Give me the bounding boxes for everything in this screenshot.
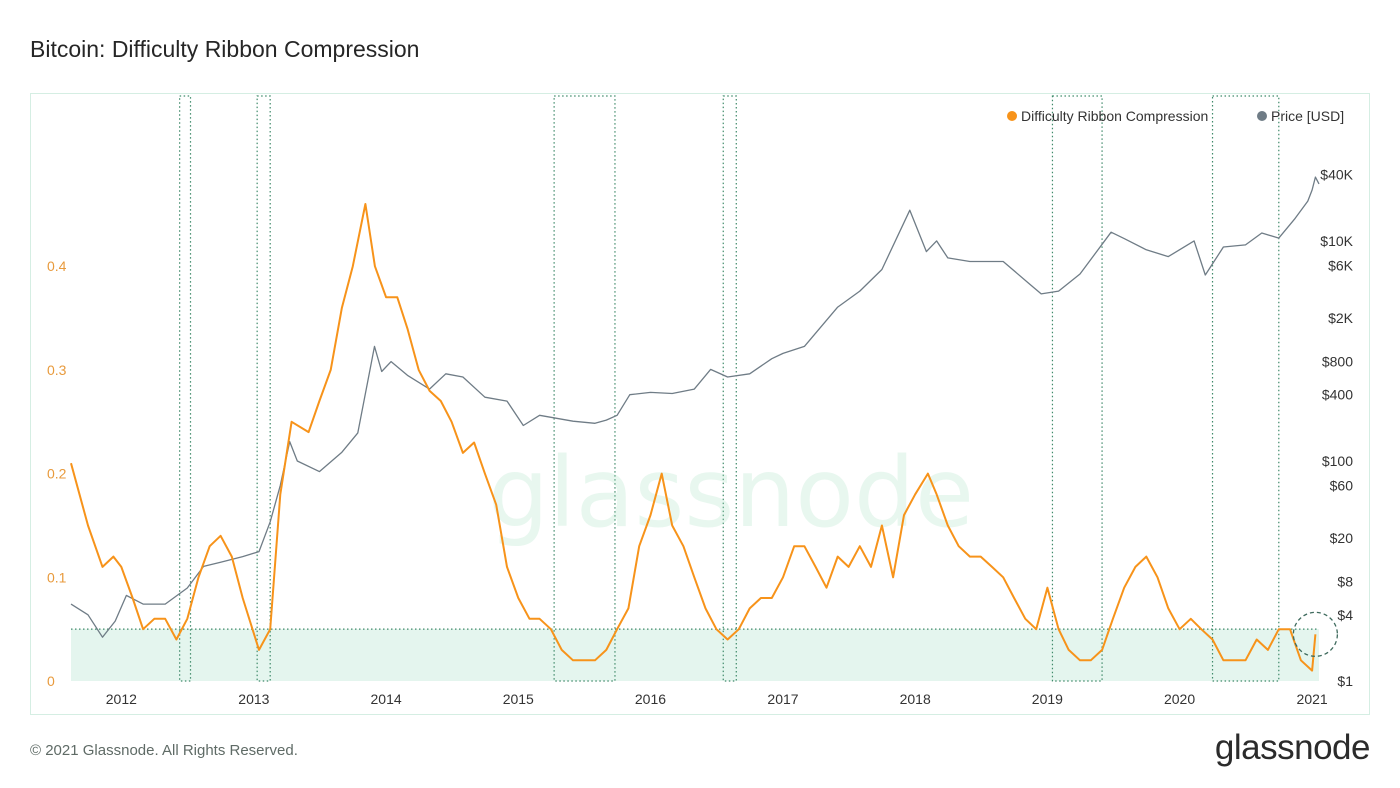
x-tick-label: 2017 (767, 691, 798, 707)
chart-svg: glassnode 0 0.1 0.2 0.3 0.4 $1 $4 $8 $20 $60 $100… (47, 95, 1354, 707)
threshold-fill (71, 629, 1319, 681)
y-right-tick-label: $2K (1328, 310, 1354, 326)
y-left-tick-label: 0.3 (47, 362, 67, 378)
x-tick-label: 2014 (371, 691, 402, 707)
highlight-period-4 (722, 95, 737, 682)
y-right-tick-label: $6K (1328, 257, 1354, 273)
current-marker-circle (1292, 611, 1339, 657)
y-right-tick-label: $10K (1320, 233, 1353, 249)
chart-title: Bitcoin: Difficulty Ribbon Compression (30, 36, 420, 62)
y-right-tick-label: $400 (1322, 387, 1353, 403)
price-series (70, 176, 1320, 638)
y-right-tick-label: $40K (1320, 167, 1353, 183)
y-right-tick-label: $20 (1330, 530, 1354, 546)
price-line (70, 176, 1320, 638)
y-left-tick-label: 0.2 (47, 466, 67, 482)
highlight-period-5 (1051, 95, 1103, 682)
x-tick-label: 2016 (635, 691, 666, 707)
legend: Difficulty Ribbon Compression Price [USD] (1007, 108, 1344, 124)
y-right-tick-label: $60 (1330, 477, 1354, 493)
y-left-tick-label: 0.1 (47, 569, 67, 585)
copyright: © 2021 Glassnode. All Rights Reserved. (30, 742, 298, 759)
highlight-period-1 (179, 95, 192, 682)
x-axis: 2012 2013 2014 2015 2016 2017 2018 2019 2020 2021 (106, 691, 1328, 707)
legend-label-price: Price [USD] (1271, 108, 1344, 124)
threshold-zone (71, 628, 1319, 681)
chart-panel: glassnode 0 0.1 0.2 0.3 0.4 $1 $4 $8 $20 $60 $100… (30, 93, 1370, 715)
y-right-tick-label: $4 (1337, 607, 1353, 623)
y-axis-left: 0 0.1 0.2 0.3 0.4 (47, 258, 67, 689)
legend-swatch-price (1257, 111, 1267, 121)
ribbon-series (70, 203, 1317, 672)
y-right-tick-label: $100 (1322, 453, 1353, 469)
y-axis-right: $1 $4 $8 $20 $60 $100 $400 $800 $2K $6K $10K $40K (1320, 167, 1353, 689)
x-tick-label: 2021 (1297, 691, 1328, 707)
x-tick-label: 2018 (900, 691, 931, 707)
x-tick-label: 2020 (1164, 691, 1195, 707)
y-right-tick-label: $8 (1337, 574, 1353, 590)
y-left-tick-label: 0 (47, 673, 55, 689)
legend-swatch-ribbon (1007, 111, 1017, 121)
ribbon-line (70, 203, 1317, 672)
watermark: glassnode (488, 437, 974, 549)
x-tick-label: 2015 (503, 691, 534, 707)
x-tick-label: 2012 (106, 691, 137, 707)
highlight-periods (179, 95, 1280, 682)
x-tick-label: 2019 (1032, 691, 1063, 707)
highlight-period-6 (1211, 95, 1280, 682)
y-right-tick-label: $800 (1322, 354, 1353, 370)
highlight-period-2 (256, 95, 271, 682)
legend-label-ribbon: Difficulty Ribbon Compression (1021, 108, 1208, 124)
y-left-tick-label: 0.4 (47, 258, 67, 274)
current-marker (1292, 611, 1339, 657)
brand-logo: glassnode (1214, 728, 1371, 767)
highlight-period-3 (553, 95, 616, 682)
x-tick-label: 2013 (238, 691, 269, 707)
y-right-tick-label: $1 (1337, 673, 1353, 689)
